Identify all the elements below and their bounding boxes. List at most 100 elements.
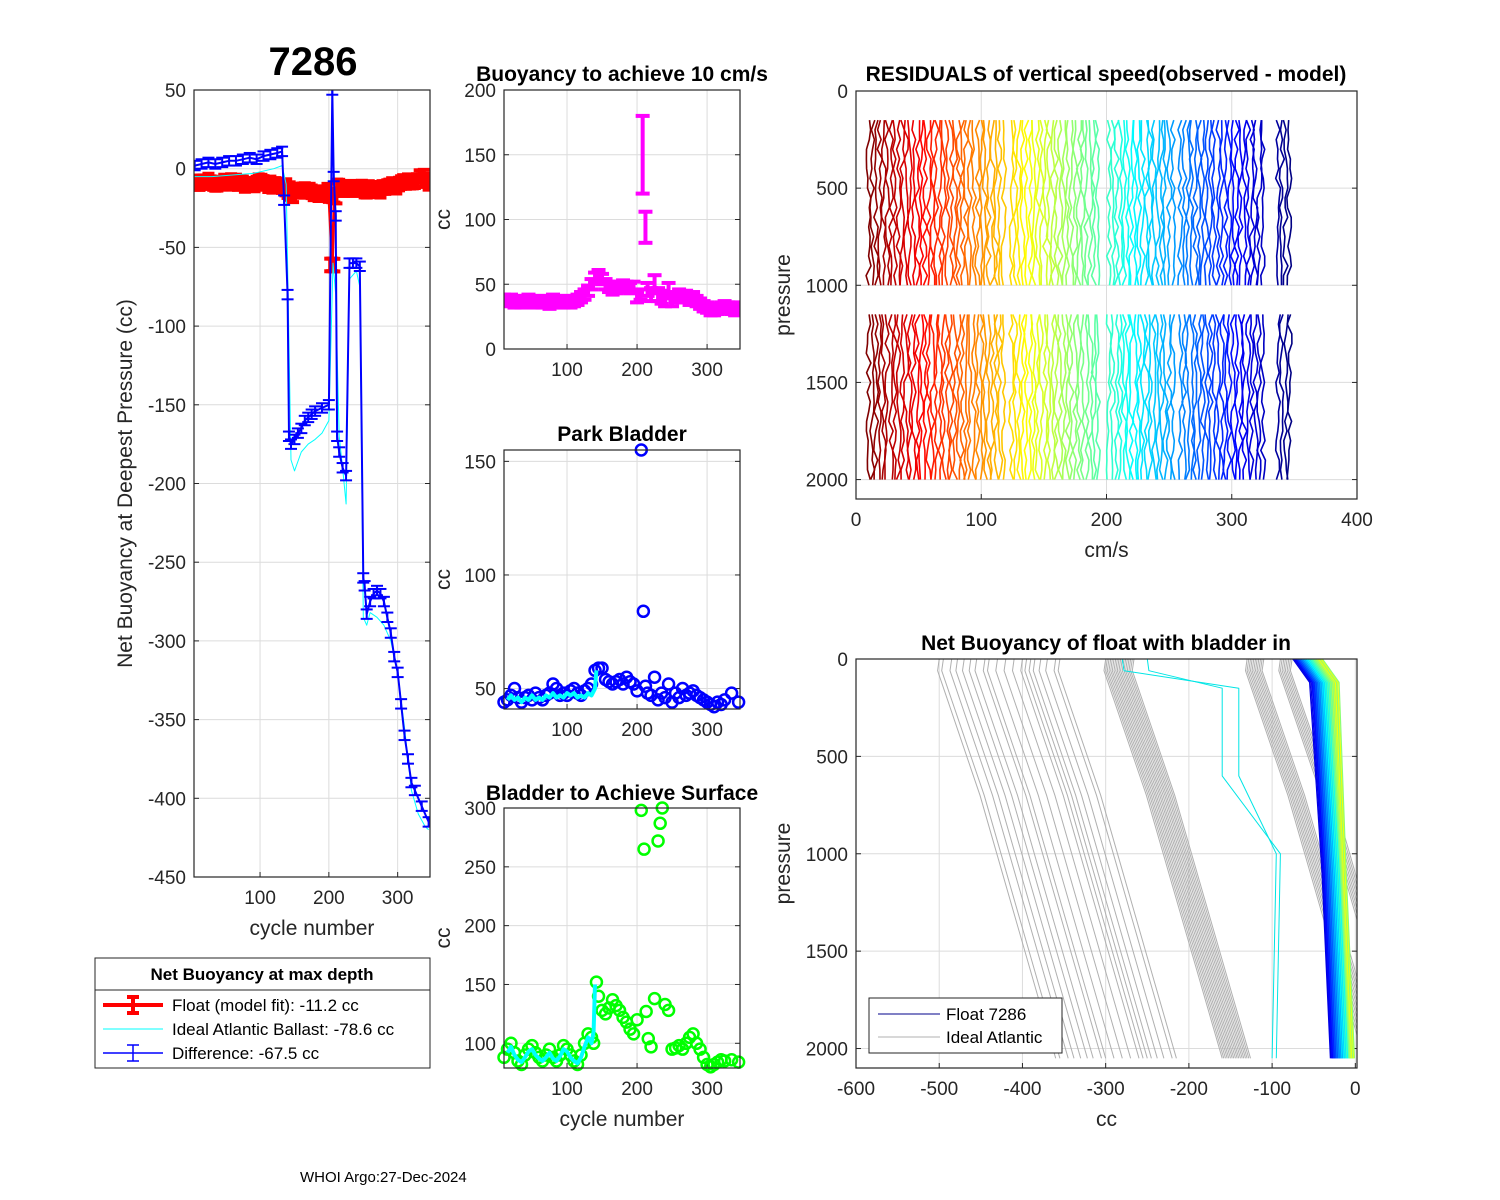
residual-profile bbox=[944, 119, 951, 286]
y-tick-label: 2000 bbox=[806, 1040, 848, 1061]
x-tick-label: 0 bbox=[1350, 1079, 1361, 1100]
y-tick-label: 150 bbox=[464, 975, 496, 996]
residual-profile bbox=[1233, 314, 1240, 480]
residual-profile bbox=[1045, 314, 1052, 480]
x-tick-label: 100 bbox=[551, 1079, 583, 1100]
y-tick-label: 0 bbox=[837, 650, 848, 671]
difference-errorbar bbox=[391, 666, 404, 679]
plot-overlay bbox=[497, 443, 746, 714]
x-tick-label: 200 bbox=[621, 720, 653, 741]
residual-profile bbox=[1147, 120, 1154, 286]
residual-profile bbox=[1252, 119, 1259, 286]
residual-profile bbox=[1023, 314, 1029, 480]
residual-profile bbox=[914, 120, 921, 286]
y-tick-label: 500 bbox=[816, 747, 848, 768]
difference-errorbar bbox=[202, 156, 215, 169]
residual-profile bbox=[940, 120, 948, 286]
residual-profile bbox=[899, 119, 906, 286]
park-bladder-point bbox=[636, 604, 651, 619]
y-tick-label: 2000 bbox=[806, 471, 848, 492]
residual-profile bbox=[996, 314, 1004, 480]
residual-profile bbox=[1211, 314, 1218, 480]
y-tick-label: 50 bbox=[475, 680, 496, 701]
float-profile bbox=[1308, 659, 1346, 1059]
float-profile bbox=[1320, 659, 1355, 1059]
residual-profile bbox=[1064, 314, 1071, 480]
difference-errorbar bbox=[322, 399, 335, 411]
y-tick-label: -200 bbox=[148, 475, 186, 496]
residual-profile bbox=[921, 119, 929, 286]
park-bladder-point bbox=[731, 695, 746, 709]
difference-errorbar bbox=[257, 150, 270, 162]
residual-profile bbox=[1169, 314, 1176, 480]
residual-profile bbox=[1124, 314, 1131, 480]
x-tick-label: 300 bbox=[691, 360, 723, 381]
residual-profile bbox=[1241, 119, 1248, 286]
float-profile bbox=[1318, 659, 1353, 1059]
y-tick-label: -100 bbox=[148, 317, 186, 338]
ideal-atlantic-profile bbox=[1278, 659, 1357, 922]
y-tick-label: -400 bbox=[148, 789, 186, 810]
residual-profile bbox=[1207, 120, 1214, 286]
residual-profile bbox=[876, 119, 884, 286]
park-bladder-point bbox=[626, 677, 641, 691]
residual-profile bbox=[1233, 119, 1240, 286]
residual-profile bbox=[1071, 314, 1079, 480]
float-profile bbox=[1304, 659, 1343, 1059]
y-tick-label: 100 bbox=[464, 211, 496, 232]
residual-profile bbox=[872, 314, 880, 480]
buoyancy-errorbar bbox=[638, 209, 653, 245]
y-axis-label: pressure bbox=[772, 823, 795, 905]
difference-errorbar bbox=[377, 595, 390, 608]
ideal-atlantic-profile bbox=[982, 659, 1102, 1059]
x-tick-label: 200 bbox=[1091, 510, 1123, 531]
residual-profile bbox=[1181, 314, 1188, 480]
difference-errorbar bbox=[381, 611, 394, 624]
residual-profile bbox=[1090, 120, 1097, 286]
residual-profile bbox=[981, 314, 988, 480]
y-tick-label: -450 bbox=[148, 868, 186, 889]
residual-profile bbox=[903, 120, 910, 286]
x-tick-label: 300 bbox=[1216, 510, 1248, 531]
plot-content bbox=[937, 659, 1357, 1059]
residual-profile bbox=[1169, 119, 1177, 286]
ideal-atlantic-profile bbox=[1283, 659, 1357, 905]
y-tick-label: 250 bbox=[464, 858, 496, 879]
ideal-atlantic-profile bbox=[1053, 659, 1173, 1059]
footer-credit: WHOI Argo:27-Dec-2024 bbox=[300, 1169, 467, 1186]
park-bladder-fit-line bbox=[505, 670, 599, 705]
ideal-atlantic-profile bbox=[1020, 659, 1140, 1059]
ideal-atlantic-profile bbox=[1115, 659, 1235, 1059]
residual-profile bbox=[1053, 119, 1060, 286]
residuals-axes: 0 100 200 300 400 0 500 1000 1500 2000 RESIDUALS o… bbox=[772, 63, 1373, 562]
residual-profile bbox=[966, 119, 974, 286]
ideal-atlantic-profile bbox=[1024, 659, 1144, 1059]
residual-profile bbox=[1256, 314, 1262, 480]
float-profile bbox=[1311, 659, 1350, 1059]
residual-profile bbox=[877, 314, 883, 480]
plot-content bbox=[865, 119, 1293, 480]
residual-profile bbox=[1007, 314, 1015, 480]
residual-profile bbox=[1196, 119, 1203, 286]
residual-profile bbox=[1165, 120, 1173, 286]
residual-profile bbox=[869, 119, 876, 286]
residual-profile bbox=[1177, 314, 1184, 480]
buoyancy-errorbar bbox=[731, 300, 740, 315]
residual-profile bbox=[1064, 119, 1071, 286]
x-tick-label: -200 bbox=[1170, 1079, 1208, 1100]
float-profile bbox=[1294, 659, 1333, 1059]
x-tick-label: -400 bbox=[1003, 1079, 1041, 1100]
legend-label-float: Float (model fit): -11.2 cc bbox=[172, 996, 359, 1015]
legend-frame bbox=[94, 957, 431, 1069]
residual-profile bbox=[1023, 119, 1030, 286]
residual-profile bbox=[1181, 119, 1188, 286]
y-tick-label: -350 bbox=[148, 711, 186, 732]
residual-profile bbox=[1199, 120, 1206, 286]
residual-profile bbox=[1031, 120, 1037, 286]
residual-profile bbox=[1042, 119, 1049, 286]
residual-profile bbox=[1196, 314, 1203, 480]
legend-label-difference: Difference: -67.5 cc bbox=[172, 1044, 320, 1063]
ideal-atlantic-profile bbox=[1057, 659, 1177, 1059]
